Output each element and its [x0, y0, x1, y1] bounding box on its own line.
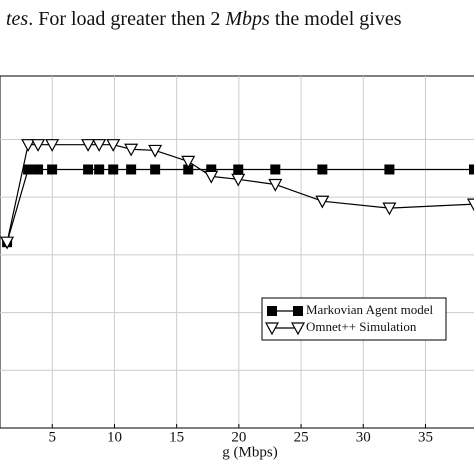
data-point: [466, 198, 474, 212]
data-point: [231, 173, 246, 187]
data-point: [268, 178, 283, 192]
data-point: [204, 170, 219, 184]
legend-marker: [267, 306, 277, 316]
data-point: [382, 202, 397, 216]
x-tick-label: 10: [107, 429, 122, 445]
legend-marker: [293, 306, 303, 316]
series-line: [6, 144, 474, 243]
data-point: [124, 143, 139, 157]
data-point: [45, 139, 60, 152]
data-point: [126, 164, 137, 175]
x-tick-label: 25: [294, 429, 309, 445]
plot-frame: [0, 75, 474, 429]
series-line: [6, 168, 474, 243]
data-point: [94, 164, 105, 175]
data-point: [47, 164, 58, 175]
data-point: [21, 139, 36, 152]
data-point: [148, 144, 163, 158]
data-point: [92, 139, 107, 152]
data-point: [108, 164, 119, 175]
data-point: [233, 164, 244, 175]
plot-area: [0, 76, 474, 428]
legend-marker: [290, 322, 306, 336]
data-point: [183, 164, 194, 175]
data-point: [23, 164, 34, 175]
data-point: [0, 236, 15, 250]
data-point: [270, 164, 281, 175]
legend-label: Omnet++ Simulation: [306, 319, 417, 334]
text-part: the model gives: [270, 8, 402, 30]
text-part: . For load greater then 2: [28, 8, 225, 30]
paper-text: tes. For load greater then 2 Mbps the mo…: [6, 8, 402, 30]
data-point: [181, 155, 196, 169]
x-tick-label: 35: [418, 429, 433, 445]
x-tick-label: 30: [356, 429, 371, 445]
x-axis-label: g (Mbps): [222, 444, 277, 460]
data-point: [469, 164, 474, 175]
data-point: [150, 164, 161, 175]
data-point: [83, 164, 94, 175]
data-point: [33, 164, 44, 175]
data-point: [315, 195, 330, 209]
legend-label: Markovian Agent model: [306, 302, 433, 317]
legend-marker: [264, 322, 280, 336]
text-part: tes: [6, 8, 28, 30]
x-tick-label: 15: [169, 429, 184, 445]
text-part: Mbps: [224, 8, 270, 30]
data-point: [384, 164, 395, 175]
data-point: [206, 164, 217, 175]
data-point: [106, 139, 121, 152]
data-point: [81, 139, 96, 152]
x-tick-label: 5: [49, 429, 57, 445]
data-point: [31, 139, 46, 152]
legend-box: [261, 297, 447, 341]
data-point: [317, 164, 328, 175]
x-tick-label: 20: [231, 429, 246, 445]
